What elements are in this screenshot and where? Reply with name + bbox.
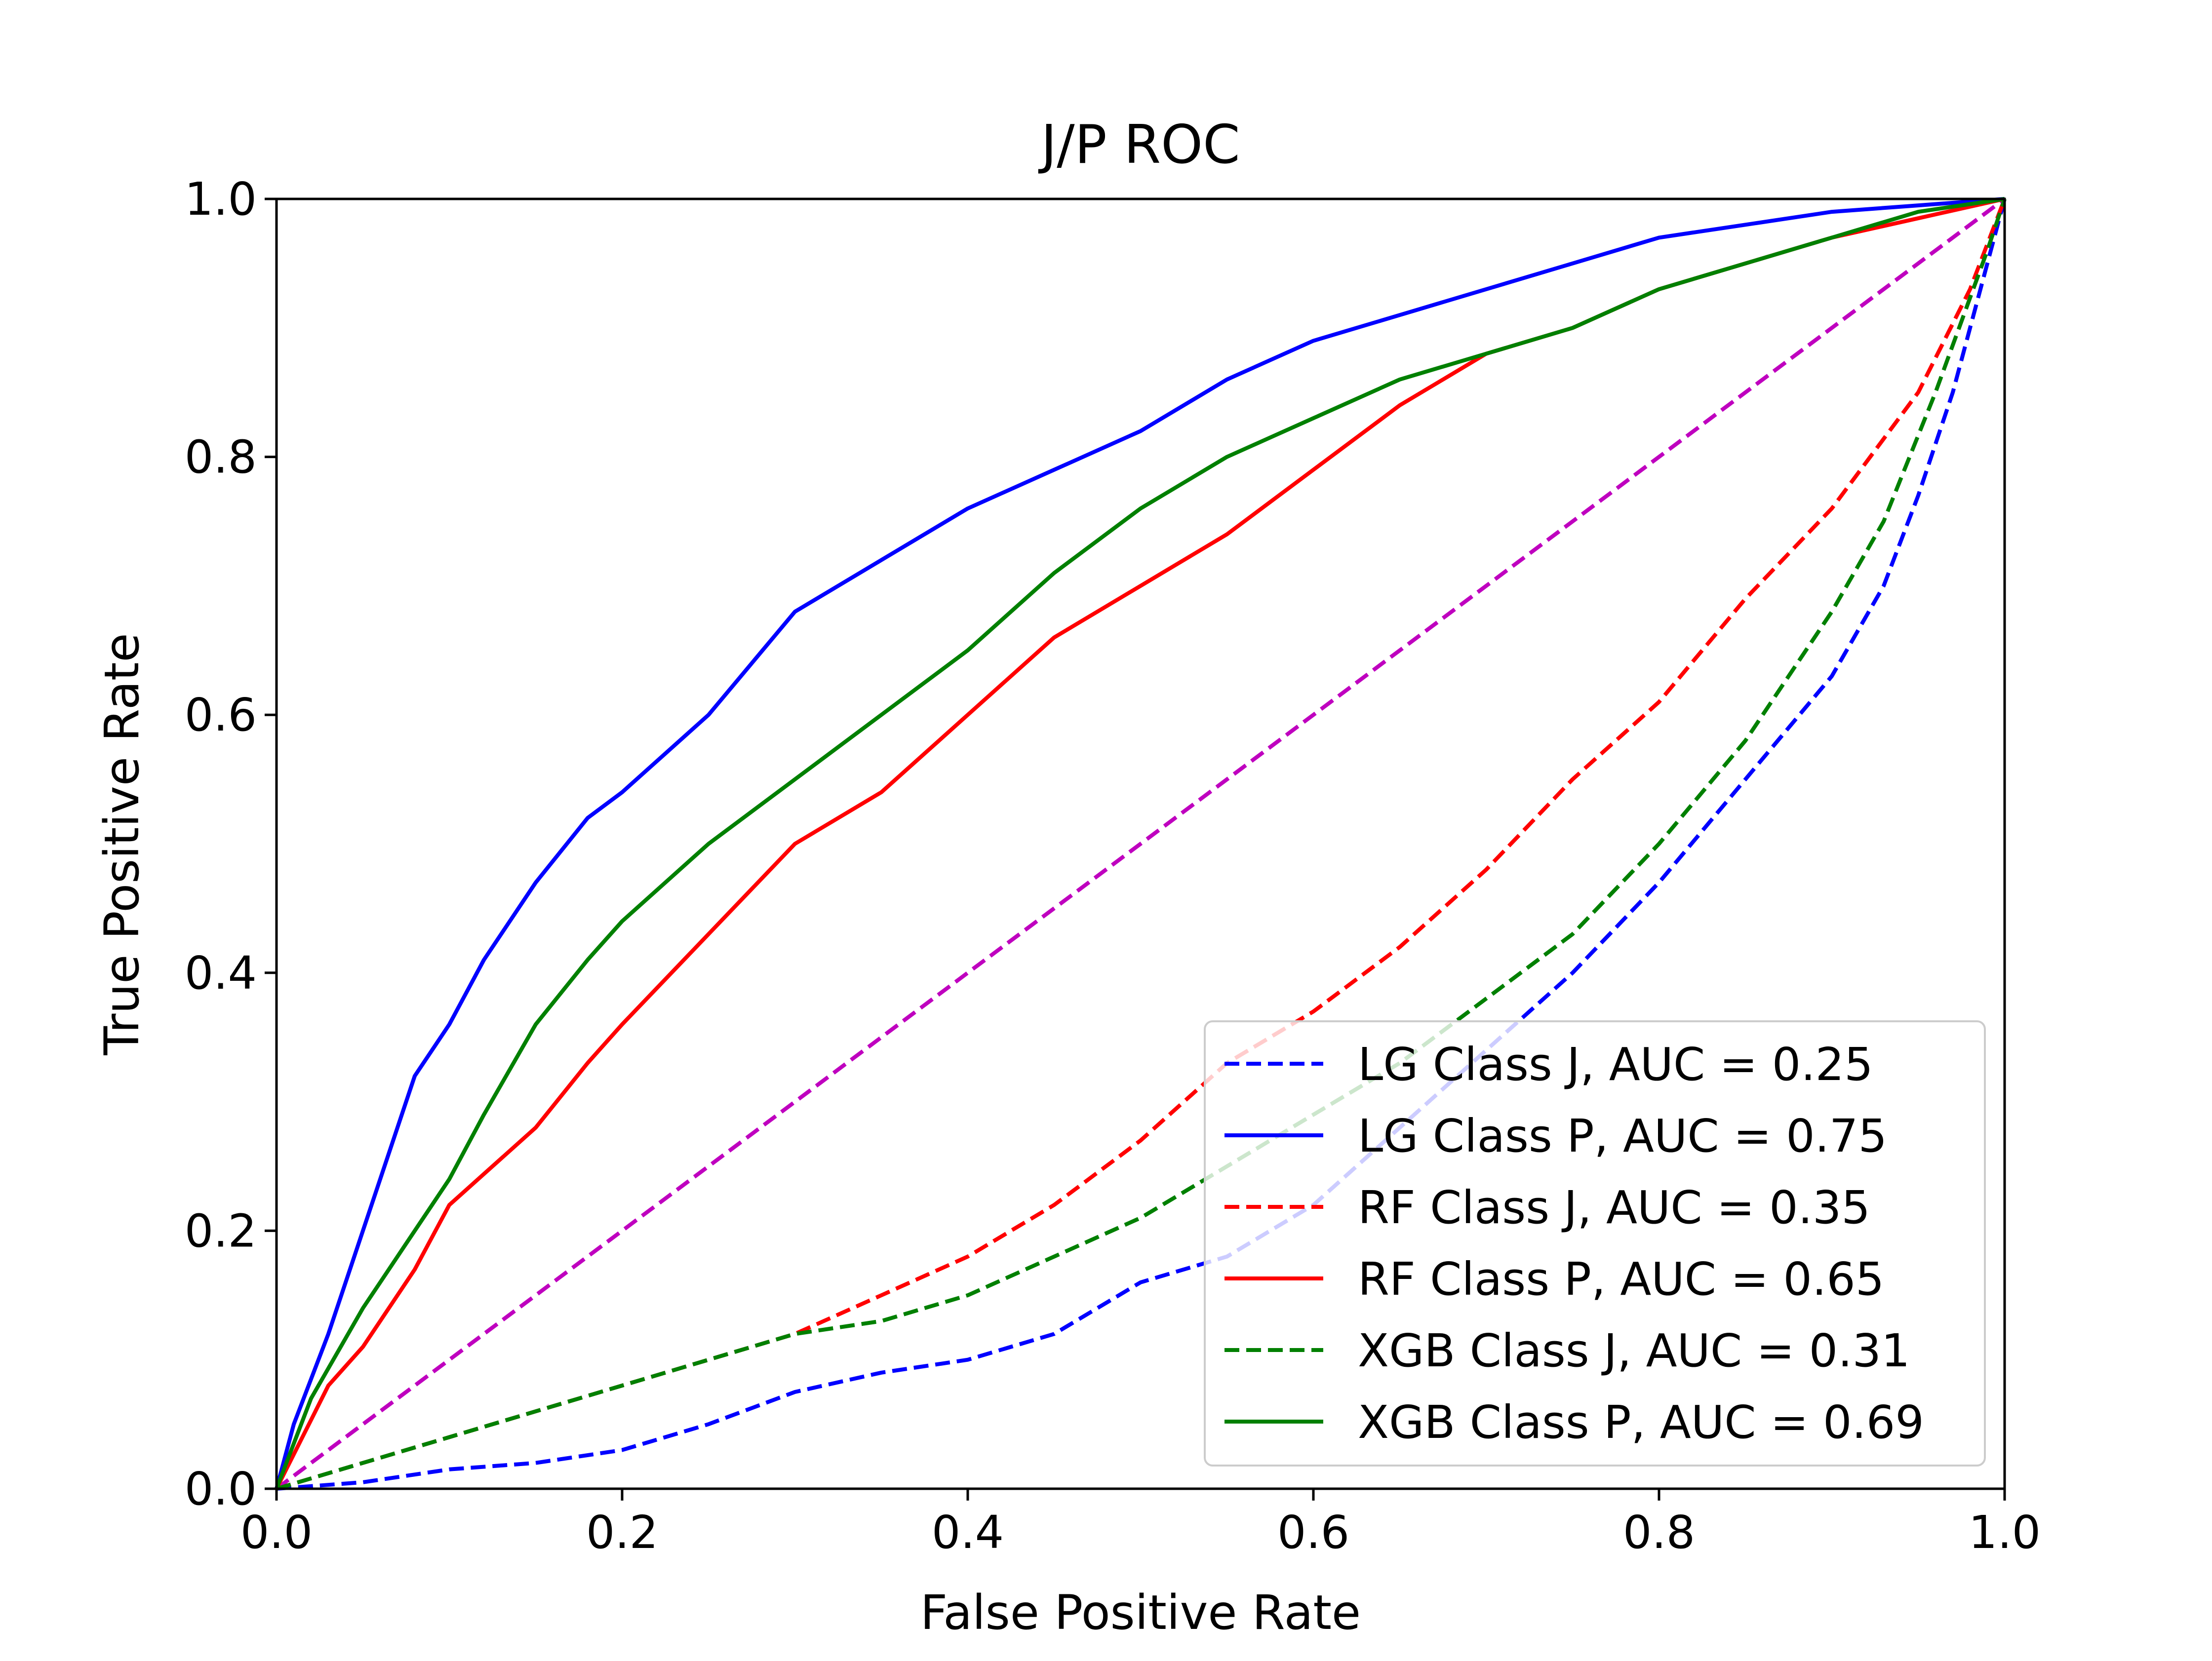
legend-label: LG Class P, AUC = 0.75 <box>1358 1110 1887 1162</box>
x-tick-label: 0.4 <box>932 1506 1004 1559</box>
x-tick-label: 0.0 <box>240 1506 313 1559</box>
plot-area <box>275 197 2007 1491</box>
series-layer <box>275 197 2007 1491</box>
y-tick-label: 1.0 <box>185 173 257 226</box>
legend-label: RF Class J, AUC = 0.35 <box>1358 1181 1870 1234</box>
legend-item: XGB Class J, AUC = 0.31 <box>1224 1324 1910 1377</box>
diagonal-reference-line <box>275 197 2006 1491</box>
legend-item: XGB Class P, AUC = 0.69 <box>1224 1396 1924 1449</box>
legend-item: RF Class P, AUC = 0.65 <box>1224 1253 1884 1306</box>
x-tick-label: 0.6 <box>1277 1506 1349 1559</box>
y-axis-label: True Positive Rate <box>94 633 150 1055</box>
x-axis-ticks: 0.0 0.2 0.4 0.6 0.8 1.0 <box>240 1489 2041 1559</box>
plot-frame <box>275 197 2006 1490</box>
diagonal-layer <box>275 197 2006 1491</box>
x-tick-label: 1.0 <box>1969 1506 2041 1559</box>
x-tick-label: 0.2 <box>586 1506 658 1559</box>
legend-item: LG Class P, AUC = 0.75 <box>1224 1110 1887 1162</box>
series-line-0 <box>276 198 2007 1491</box>
y-axis-ticks: 0.0 0.2 0.4 0.6 0.8 1.0 <box>185 173 276 1515</box>
x-axis-label: False Positive Rate <box>920 1585 1361 1640</box>
series-line-1 <box>275 197 2005 1490</box>
legend-item: LG Class J, AUC = 0.25 <box>1224 1038 1873 1091</box>
legend-items: LG Class J, AUC = 0.25 LG Class P, AUC = … <box>1224 1038 1924 1449</box>
y-tick-label: 0.6 <box>185 689 257 741</box>
legend-item: RF Class J, AUC = 0.35 <box>1224 1181 1870 1234</box>
y-tick-label: 0.2 <box>185 1204 257 1257</box>
y-tick-label: 0.0 <box>185 1463 257 1515</box>
series-line-5 <box>275 197 2005 1490</box>
x-tick-label: 0.8 <box>1623 1506 1695 1559</box>
legend-label: XGB Class P, AUC = 0.69 <box>1358 1396 1924 1449</box>
legend-box <box>1204 1020 1986 1467</box>
legend: LG Class J, AUC = 0.25 LG Class P, AUC = … <box>1204 1020 1986 1467</box>
y-tick-label: 0.4 <box>185 947 257 1000</box>
legend-label: RF Class P, AUC = 0.65 <box>1358 1253 1884 1306</box>
chart-title: J/P ROC <box>1038 114 1240 176</box>
legend-label: LG Class J, AUC = 0.25 <box>1358 1038 1873 1091</box>
y-tick-label: 0.8 <box>185 431 257 484</box>
legend-label: XGB Class J, AUC = 0.31 <box>1358 1324 1910 1377</box>
